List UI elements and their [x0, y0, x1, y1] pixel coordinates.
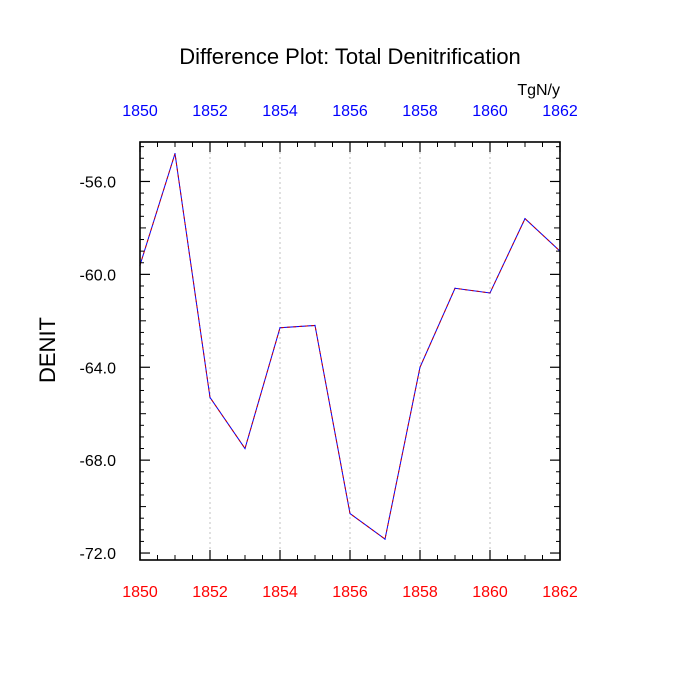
grid [209, 142, 491, 560]
series-layer [139, 153, 561, 540]
data-point [454, 287, 456, 289]
x-tick-label-bottom: 1854 [262, 584, 298, 601]
x-tick-label-top: 1862 [542, 103, 578, 120]
y-tick-label: -64.0 [80, 360, 117, 377]
x-tick-label-bottom: 1850 [122, 584, 158, 601]
x-tick-label-top: 1850 [122, 103, 158, 120]
x-tick-label-top: 1858 [402, 103, 438, 120]
data-point [244, 447, 246, 450]
tick-labels: 1850 1850 1852 1852 1854 1854 1856 1856 1858 1858… [80, 103, 578, 601]
x-tick-label-top: 1854 [262, 103, 298, 120]
chart-title: Difference Plot: Total Denitrification [179, 44, 521, 69]
y-tick-label: -56.0 [80, 174, 117, 191]
x-tick-label-top: 1856 [332, 103, 368, 120]
data-point [384, 538, 386, 540]
ticks [139, 142, 561, 560]
y-axis-label: DENIT [35, 317, 60, 383]
data-point [279, 327, 281, 329]
x-tick-label-top: 1860 [472, 103, 508, 120]
y-tick-label: -60.0 [80, 267, 117, 284]
data-point [349, 512, 351, 515]
data-point [419, 366, 421, 368]
units-label: TgN/y [517, 82, 560, 99]
y-tick-label: -68.0 [80, 453, 117, 470]
x-tick-label-bottom: 1856 [332, 584, 368, 601]
x-tick-label-top: 1852 [192, 103, 228, 120]
x-tick-label-bottom: 1852 [192, 584, 228, 601]
data-point [209, 396, 211, 399]
series-line [139, 153, 561, 540]
data-point [174, 153, 176, 155]
data-point [314, 324, 316, 327]
x-tick-label-bottom: 1860 [472, 584, 508, 601]
y-tick-label: -72.0 [80, 546, 117, 563]
data-point [524, 218, 526, 220]
x-tick-label-bottom: 1862 [542, 584, 578, 601]
x-tick-label-bottom: 1858 [402, 584, 438, 601]
data-point [489, 292, 491, 294]
